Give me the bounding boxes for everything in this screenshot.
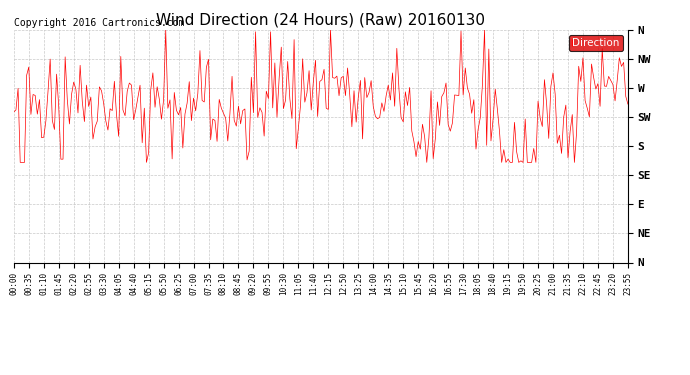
Title: Wind Direction (24 Hours) (Raw) 20160130: Wind Direction (24 Hours) (Raw) 20160130 [157,12,485,27]
Text: Copyright 2016 Cartronics.com: Copyright 2016 Cartronics.com [14,18,184,28]
Legend: Direction: Direction [569,35,622,51]
